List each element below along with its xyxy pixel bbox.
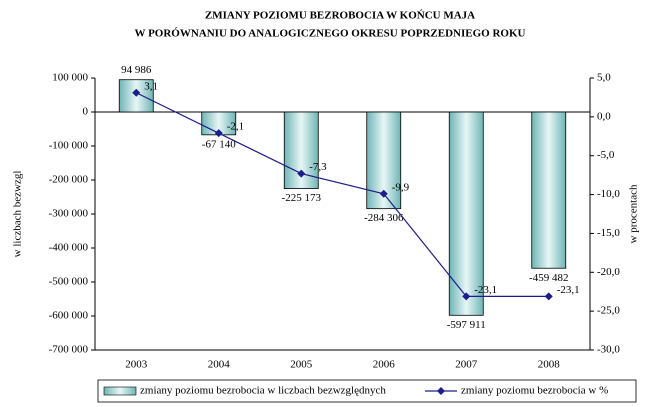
line-marker — [297, 169, 306, 178]
line-value-label: -23,1 — [557, 284, 580, 296]
y-tick-label: -400 000 — [49, 242, 89, 254]
bar-value-label: -67 140 — [202, 138, 236, 150]
y-tick-label: -300 000 — [49, 208, 89, 220]
legend-marker — [437, 387, 445, 395]
y-tick-label: 100 000 — [52, 72, 88, 84]
line-value-label: -9,9 — [392, 181, 410, 193]
legend-swatch — [103, 386, 137, 396]
x-tick-label: 2004 — [208, 359, 231, 371]
line-marker — [462, 292, 471, 301]
y-tick-label: -200 000 — [49, 174, 89, 186]
bar-value-label: -597 911 — [447, 319, 486, 331]
y2-tick-label: -15,0 — [597, 227, 620, 239]
line-marker — [132, 88, 141, 97]
y2-tick-label: -20,0 — [597, 266, 620, 278]
legend-label: zmiany poziomu bezrobocia w liczbach bez… — [140, 385, 386, 397]
y2-tick-label: -5,0 — [597, 149, 615, 161]
line-value-label: -7,3 — [309, 161, 327, 173]
y-tick-label: 0 — [83, 106, 89, 118]
y2-tick-label: 0,0 — [597, 110, 611, 122]
legend-label: zmiany poziomu bezrobocia w % — [461, 385, 608, 397]
x-tick-label: 2003 — [125, 359, 148, 371]
line-marker — [379, 189, 388, 198]
chart-title: ZMIANY POZIOMU BEZROBOCIA W KOŃCU MAJA — [205, 10, 475, 22]
bar-value-label: -459 482 — [529, 272, 568, 284]
bar-value-label: -225 173 — [282, 192, 322, 204]
x-tick-label: 2008 — [538, 359, 561, 371]
line-value-label: 3,1 — [144, 80, 158, 92]
y2-tick-label: -25,0 — [597, 305, 620, 317]
line-marker — [214, 129, 223, 138]
bar-value-label: 94 986 — [121, 64, 152, 76]
x-tick-label: 2007 — [455, 359, 478, 371]
line-value-label: -2,1 — [227, 121, 244, 133]
line-marker — [544, 292, 553, 301]
bar — [531, 111, 567, 269]
y-tick-label: -700 000 — [49, 344, 89, 356]
chart-subtitle: W PORÓWNANIU DO ANALOGICZNEGO OKRESU POP… — [135, 28, 526, 40]
line-value-label: -23,1 — [474, 284, 497, 296]
y2-axis-label: w procentach — [628, 184, 640, 243]
legend-box — [97, 379, 637, 403]
y2-tick-label: -10,0 — [597, 188, 620, 200]
y-tick-label: -600 000 — [49, 310, 89, 322]
y-tick-label: -500 000 — [49, 276, 89, 288]
y-tick-label: -100 000 — [49, 140, 89, 152]
y2-tick-label: -30,0 — [597, 344, 620, 356]
x-tick-label: 2005 — [290, 359, 313, 371]
bar-value-label: -284 306 — [364, 212, 404, 224]
y-axis-label: w liczbach bezwzgl — [12, 171, 24, 258]
x-tick-label: 2006 — [373, 359, 396, 371]
y2-tick-label: 5,0 — [597, 72, 611, 84]
line — [135, 92, 549, 297]
